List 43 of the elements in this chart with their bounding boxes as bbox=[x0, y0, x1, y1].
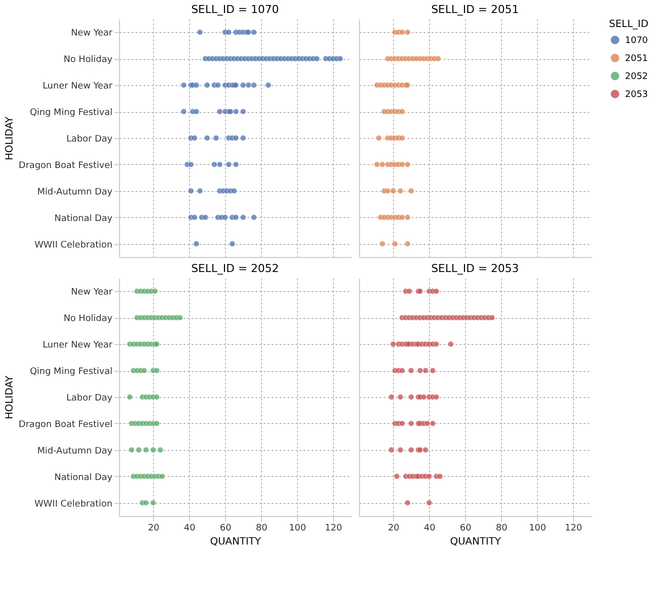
x-tick-label: 20 bbox=[388, 524, 400, 534]
x-axis-title: QUANTITY bbox=[450, 536, 502, 548]
x-axis-title: QUANTITY bbox=[210, 536, 262, 548]
x-tick-label: 60 bbox=[460, 524, 472, 534]
x-tick-label: 80 bbox=[496, 524, 508, 534]
y-tick-label: National Day bbox=[54, 214, 114, 224]
chart-title: SELL_ID = 2051 bbox=[431, 3, 519, 16]
x-tick-label: 40 bbox=[424, 524, 436, 534]
y-tick-label: Dragon Boat Festivel bbox=[18, 160, 112, 171]
x-tick-label: 20 bbox=[148, 524, 160, 534]
y-tick-label: Luner New Year bbox=[42, 82, 113, 92]
y-tick-label: Mid-Autumn Day bbox=[37, 446, 114, 456]
legend-label: 2053 bbox=[625, 90, 648, 100]
legend-title: SELL_ID bbox=[609, 19, 649, 30]
y-axis-title: HOLIDAY bbox=[4, 116, 16, 160]
y-tick-label: WWII Celebration bbox=[34, 240, 112, 250]
y-tick-label: Labor Day bbox=[66, 394, 114, 404]
y-tick-label: No Holiday bbox=[64, 314, 114, 324]
y-tick-label: Mid-Autumn Day bbox=[37, 187, 114, 198]
y-tick-label: No Holiday bbox=[64, 55, 114, 66]
y-tick-label: Luner New Year bbox=[42, 340, 113, 351]
x-tick-label: 60 bbox=[220, 524, 232, 534]
y-tick-label: Qing Ming Festival bbox=[30, 367, 112, 378]
chart-title: SELL_ID = 1070 bbox=[191, 3, 279, 16]
y-tick-label: New Year bbox=[70, 288, 113, 298]
y-tick-label: Dragon Boat Festivel bbox=[18, 420, 112, 430]
x-tick-label: 80 bbox=[256, 524, 268, 534]
chart-title: SELL_ID = 2053 bbox=[431, 262, 519, 275]
y-tick-label: New Year bbox=[70, 28, 113, 39]
y-tick-label: Qing Ming Festival bbox=[30, 108, 112, 118]
y-tick-label: WWII Celebration bbox=[34, 499, 112, 510]
legend-label: 2051 bbox=[625, 54, 648, 64]
legend-label: 2052 bbox=[625, 72, 648, 82]
y-tick-label: Labor Day bbox=[66, 134, 114, 144]
legend-label: 1070 bbox=[625, 36, 648, 46]
x-tick-label: 100 bbox=[528, 524, 546, 534]
y-axis-title: HOLIDAY bbox=[4, 374, 16, 420]
x-tick-label: 120 bbox=[564, 524, 582, 534]
x-tick-label: 40 bbox=[184, 524, 196, 534]
x-tick-label: 120 bbox=[324, 524, 342, 534]
y-tick-label: National Day bbox=[54, 472, 114, 483]
chart-title: SELL_ID = 2052 bbox=[191, 262, 279, 275]
x-tick-label: 100 bbox=[288, 524, 306, 534]
